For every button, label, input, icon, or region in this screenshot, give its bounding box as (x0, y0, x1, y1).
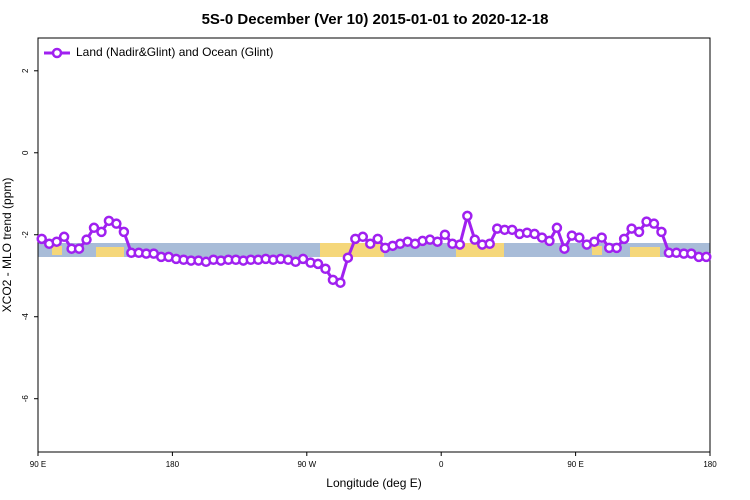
data-point (372, 233, 383, 245)
data-point (633, 226, 645, 238)
data-point (469, 234, 481, 245)
data-point (589, 236, 600, 247)
y-tick-label: -4 (21, 313, 30, 321)
legend-label: Land (Nadir&Glint) and Ocean (Glint) (76, 45, 273, 59)
x-tick-label: 0 (439, 460, 444, 469)
y-tick-label: 2 (21, 68, 30, 73)
data-point (111, 218, 122, 229)
data-point (320, 263, 331, 275)
data-point (51, 236, 62, 247)
data-point (335, 277, 346, 288)
x-tick-label: 90 W (297, 460, 316, 469)
data-point (611, 242, 622, 254)
legend: Land (Nadir&Glint) and Ocean (Glint) (44, 45, 273, 59)
data-point (439, 229, 451, 241)
data-point (432, 236, 443, 247)
data-point (462, 210, 473, 222)
data-point (656, 226, 667, 238)
data-point (618, 233, 630, 245)
y-axis-label: XCO2 - MLO trend (ppm) (0, 178, 14, 313)
data-point (454, 239, 466, 250)
y-tick-label: -2 (21, 231, 30, 239)
data-point (118, 226, 130, 238)
data-point (544, 235, 555, 247)
x-tick-label: 90 E (30, 460, 46, 469)
legend-marker (51, 47, 63, 59)
data-point (484, 238, 495, 250)
data-point (574, 232, 585, 243)
data-point (551, 222, 563, 234)
data-point (73, 243, 85, 254)
x-axis-label: Longitude (deg E) (326, 476, 421, 490)
data-point (88, 222, 100, 234)
data-point (96, 226, 107, 238)
chart-title: 5S-0 December (Ver 10) 2015-01-01 to 202… (202, 11, 549, 28)
data-point (596, 232, 607, 243)
data-point (36, 233, 47, 245)
data-point (312, 258, 324, 270)
y-tick-label: 0 (21, 150, 30, 155)
data-point (81, 234, 92, 245)
data-point (506, 224, 518, 236)
plot-frame (37, 37, 711, 453)
data-point (648, 218, 660, 229)
map-strip (38, 243, 710, 257)
y-tick-label: -6 (21, 395, 30, 403)
data-point (365, 238, 376, 250)
data-point (701, 251, 712, 263)
x-tick-label: 180 (166, 460, 180, 469)
x-tick-label: 90 E (567, 460, 583, 469)
x-tick-label: 180 (703, 460, 717, 469)
data-point (58, 231, 70, 243)
data-point (357, 231, 369, 243)
data-point (559, 243, 570, 254)
data-point (342, 252, 354, 263)
